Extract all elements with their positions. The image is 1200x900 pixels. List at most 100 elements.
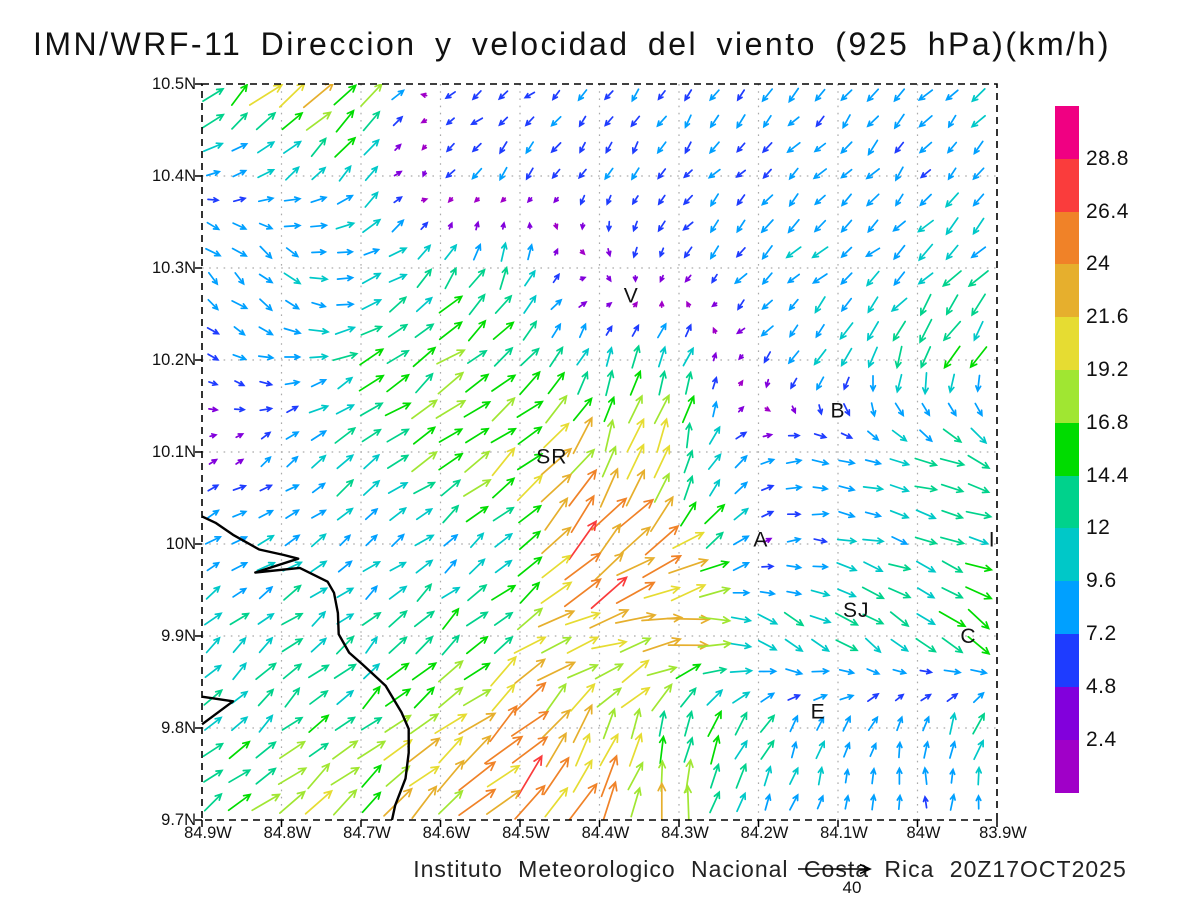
wind-arrow [785, 484, 804, 491]
wind-arrow [698, 616, 732, 625]
wind-arrow [895, 373, 903, 394]
wind-arrow [517, 426, 543, 445]
wind-arrow [734, 454, 748, 469]
wind-arrow [762, 114, 772, 129]
wind-arrow [632, 220, 638, 233]
wind-arrow [896, 715, 904, 732]
wind-arrow [438, 686, 464, 709]
wind-arrow [392, 115, 404, 127]
wind-arrow [915, 637, 937, 653]
wind-arrow [474, 220, 480, 231]
wind-arrow [415, 635, 434, 655]
wind-arrow [947, 402, 957, 417]
wind-arrow [815, 739, 826, 760]
wind-arrow [572, 416, 593, 455]
wind-arrow [890, 297, 908, 313]
wind-arrow [544, 786, 569, 818]
wind-arrow [308, 664, 330, 679]
wind-arrow [389, 507, 407, 522]
wind-arrow [551, 89, 561, 101]
wind-arrow [277, 767, 308, 786]
wind-arrow [790, 377, 798, 390]
wind-arrow [632, 246, 639, 259]
wind-arrow [735, 431, 748, 440]
wind-arrow [286, 455, 299, 468]
wind-arrow [444, 243, 458, 261]
wind-arrow [889, 611, 910, 628]
wind-arrow [228, 740, 251, 760]
wind-arrow [409, 765, 441, 787]
wind-arrow [786, 511, 802, 518]
wind-arrow [972, 691, 985, 704]
lon-tick-label: 84.9W [184, 824, 232, 842]
wind-arrow [918, 141, 933, 154]
wind-arrow [658, 369, 667, 396]
wind-arrow [945, 294, 959, 316]
wind-arrow [251, 793, 282, 812]
wind-arrow [491, 374, 517, 392]
wind-arrow [302, 84, 334, 109]
wind-arrow [870, 793, 877, 811]
wind-arrow [786, 563, 803, 571]
colorbar-label: 12 [1086, 516, 1111, 540]
wind-arrow [202, 87, 225, 102]
wind-arrow [630, 167, 640, 181]
colorbar-segment [1055, 528, 1079, 582]
wind-arrow [570, 682, 596, 712]
wind-arrow [917, 89, 934, 102]
colorbar-label: 7.2 [1086, 622, 1117, 645]
wind-arrow [711, 351, 718, 362]
wind-arrow [709, 89, 720, 102]
wind-arrow [202, 742, 225, 758]
wind-arrow [258, 273, 274, 284]
wind-arrow [309, 275, 329, 283]
wind-arrow [870, 402, 877, 418]
wind-arrow [570, 448, 596, 475]
wind-arrow [332, 740, 359, 760]
wind-arrow [865, 193, 880, 207]
wind-arrow [336, 587, 355, 599]
wind-arrow [334, 716, 356, 731]
wind-arrow [761, 142, 773, 154]
wind-arrow [551, 322, 562, 339]
wind-arrow [763, 351, 772, 364]
wind-arrow [468, 268, 486, 288]
wind-arrow [709, 245, 720, 260]
wind-arrow [365, 585, 378, 600]
wind-arrow [579, 276, 587, 282]
wind-arrow [814, 88, 826, 102]
wind-arrow [894, 345, 903, 370]
wind-arrow [735, 169, 747, 178]
wind-arrow [516, 453, 544, 471]
wind-arrow [646, 665, 678, 677]
wind-arrow [232, 222, 248, 230]
wind-arrow [311, 166, 327, 181]
wind-arrow [838, 459, 856, 466]
wind-arrow [282, 561, 304, 572]
wind-arrow [231, 536, 249, 545]
wind-arrow [862, 613, 885, 625]
wind-arrow [894, 402, 905, 418]
wind-arrow [685, 421, 693, 449]
wind-arrow [917, 272, 934, 285]
wind-arrow [284, 379, 301, 386]
wind-arrow [258, 326, 274, 336]
wind-arrow [653, 472, 670, 503]
wind-arrow [657, 90, 666, 101]
wind-arrow [684, 323, 692, 338]
wind-arrow [942, 320, 962, 342]
map-frame-layer [195, 83, 998, 827]
wind-arrow [279, 740, 307, 760]
wind-arrow [385, 765, 411, 787]
wind-arrow [614, 612, 657, 624]
wind-arrow [684, 370, 693, 395]
wind-arrow [657, 322, 667, 339]
wind-arrow [525, 141, 535, 155]
wind-arrow [786, 141, 801, 154]
wind-arrow [576, 347, 590, 366]
wind-arrow [709, 193, 720, 208]
wind-arrow [591, 638, 628, 650]
wind-arrow [411, 662, 438, 681]
wind-arrow [653, 444, 671, 479]
wind-arrow [843, 794, 851, 810]
